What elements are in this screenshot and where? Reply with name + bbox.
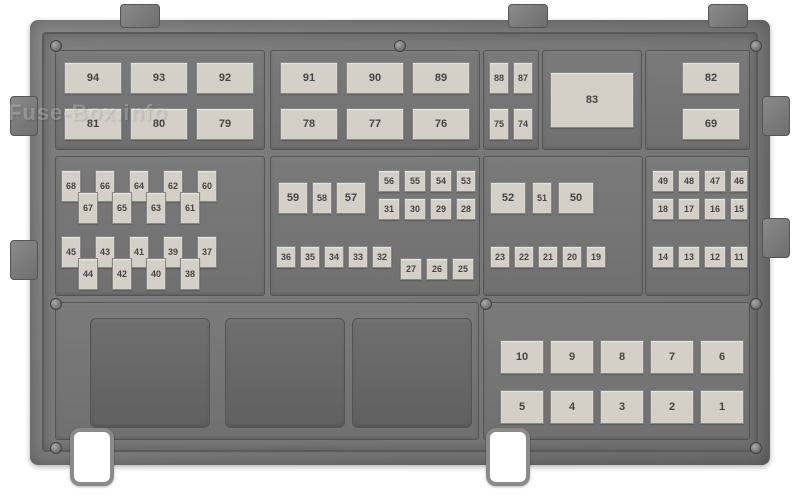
fuse-83: 83 xyxy=(550,72,634,128)
fuse-5: 5 xyxy=(500,390,544,424)
fuse-1: 1 xyxy=(700,390,744,424)
fuse-7: 7 xyxy=(650,340,694,374)
fuse-88: 88 xyxy=(489,62,509,94)
blank-panel xyxy=(90,318,210,428)
fuse-26: 26 xyxy=(426,258,448,280)
fuse-section-mid-right1 xyxy=(483,156,643,296)
fuse-59: 59 xyxy=(278,182,308,214)
fuse-32: 32 xyxy=(372,246,392,268)
fuse-82: 82 xyxy=(682,62,740,94)
fuse-28: 28 xyxy=(456,198,476,220)
fuse-34: 34 xyxy=(324,246,344,268)
screw-icon xyxy=(750,40,762,52)
fuse-13: 13 xyxy=(678,246,700,268)
fuse-91: 91 xyxy=(280,62,338,94)
fuse-23: 23 xyxy=(490,246,510,268)
screw-icon xyxy=(50,40,62,52)
fuse-16: 16 xyxy=(704,198,726,220)
fuse-67: 67 xyxy=(78,192,98,224)
fuse-12: 12 xyxy=(704,246,726,268)
fuse-15: 15 xyxy=(730,198,748,220)
fuse-65: 65 xyxy=(112,192,132,224)
screw-icon xyxy=(750,442,762,454)
fuse-50: 50 xyxy=(558,182,594,214)
fuse-87: 87 xyxy=(513,62,533,94)
fuse-94: 94 xyxy=(64,62,122,94)
mounting-tab xyxy=(762,96,790,136)
fuse-31: 31 xyxy=(378,198,400,220)
fuse-89: 89 xyxy=(412,62,470,94)
fuse-47: 47 xyxy=(704,170,726,192)
mounting-tab xyxy=(708,4,748,28)
fuse-54: 54 xyxy=(430,170,452,192)
fuse-3: 3 xyxy=(600,390,644,424)
fuse-44: 44 xyxy=(78,258,98,290)
fuse-80: 80 xyxy=(130,108,188,140)
mounting-tab xyxy=(10,96,38,136)
fuse-21: 21 xyxy=(538,246,558,268)
fuse-92: 92 xyxy=(196,62,254,94)
fuse-56: 56 xyxy=(378,170,400,192)
fuse-33: 33 xyxy=(348,246,368,268)
fuse-55: 55 xyxy=(404,170,426,192)
fuse-42: 42 xyxy=(112,258,132,290)
fuse-8: 8 xyxy=(600,340,644,374)
fuse-78: 78 xyxy=(280,108,338,140)
fuse-49: 49 xyxy=(652,170,674,192)
fuse-38: 38 xyxy=(180,258,200,290)
fuse-35: 35 xyxy=(300,246,320,268)
fuse-75: 75 xyxy=(489,108,509,140)
fuse-53: 53 xyxy=(456,170,476,192)
fuse-46: 46 xyxy=(730,170,748,192)
fuse-30: 30 xyxy=(404,198,426,220)
fuse-40: 40 xyxy=(146,258,166,290)
fuse-18: 18 xyxy=(652,198,674,220)
fuse-81: 81 xyxy=(64,108,122,140)
fuse-76: 76 xyxy=(412,108,470,140)
fuse-69: 69 xyxy=(682,108,740,140)
fuse-27: 27 xyxy=(400,258,422,280)
fuse-6: 6 xyxy=(700,340,744,374)
fuse-63: 63 xyxy=(146,192,166,224)
retaining-clip xyxy=(70,428,114,486)
fuse-22: 22 xyxy=(514,246,534,268)
screw-icon xyxy=(394,40,406,52)
fuse-10: 10 xyxy=(500,340,544,374)
fuse-37: 37 xyxy=(197,236,217,268)
screw-icon xyxy=(480,298,492,310)
mounting-tab xyxy=(120,4,160,28)
fuse-17: 17 xyxy=(678,198,700,220)
fuse-4: 4 xyxy=(550,390,594,424)
blank-panel xyxy=(352,318,472,428)
mounting-tab xyxy=(10,240,38,280)
fuse-57: 57 xyxy=(336,182,366,214)
screw-icon xyxy=(50,442,62,454)
fuse-29: 29 xyxy=(430,198,452,220)
screw-icon xyxy=(750,298,762,310)
fuse-60: 60 xyxy=(197,170,217,202)
fuse-20: 20 xyxy=(562,246,582,268)
fuse-9: 9 xyxy=(550,340,594,374)
blank-panel xyxy=(225,318,345,428)
fuse-36: 36 xyxy=(276,246,296,268)
fuse-25: 25 xyxy=(452,258,474,280)
retaining-clip xyxy=(486,428,530,486)
fuse-48: 48 xyxy=(678,170,700,192)
mounting-tab xyxy=(762,218,790,258)
mounting-tab xyxy=(508,4,548,28)
fuse-19: 19 xyxy=(586,246,606,268)
fuse-52: 52 xyxy=(490,182,526,214)
fuse-2: 2 xyxy=(650,390,694,424)
fuse-14: 14 xyxy=(652,246,674,268)
fuse-61: 61 xyxy=(180,192,200,224)
fuse-58: 58 xyxy=(312,182,332,214)
fuse-93: 93 xyxy=(130,62,188,94)
screw-icon xyxy=(50,298,62,310)
fuse-77: 77 xyxy=(346,108,404,140)
fuse-11: 11 xyxy=(730,246,748,268)
fuse-74: 74 xyxy=(513,108,533,140)
fuse-51: 51 xyxy=(532,182,552,214)
fuse-79: 79 xyxy=(196,108,254,140)
fuse-90: 90 xyxy=(346,62,404,94)
